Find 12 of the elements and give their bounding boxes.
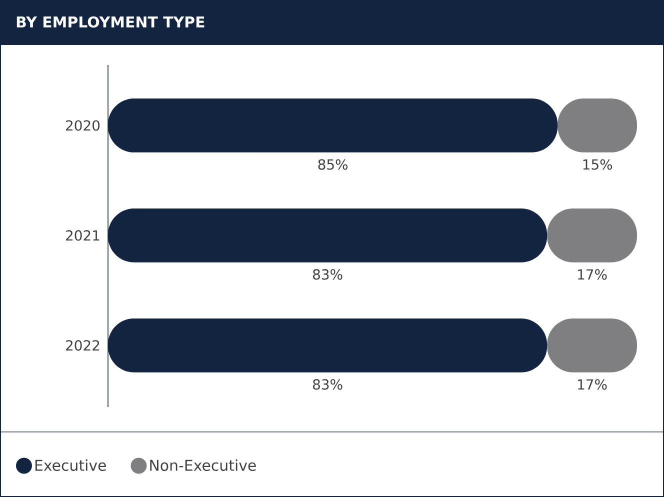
y-tick-label: 2021 xyxy=(66,230,100,241)
data-label: 15% xyxy=(583,159,612,170)
legend-label: Executive xyxy=(35,459,106,471)
data-label: 85% xyxy=(318,159,348,170)
data-label: 83% xyxy=(312,269,342,280)
data-label: 83% xyxy=(312,379,342,390)
y-tick-label: 2022 xyxy=(66,340,100,351)
legend-label: Non-Executive xyxy=(150,459,256,471)
y-tick-label: 2020 xyxy=(66,120,100,131)
chart-title: BY EMPLOYMENT TYPE xyxy=(16,16,204,28)
data-label: 17% xyxy=(578,379,607,390)
data-label: 17% xyxy=(578,269,607,280)
